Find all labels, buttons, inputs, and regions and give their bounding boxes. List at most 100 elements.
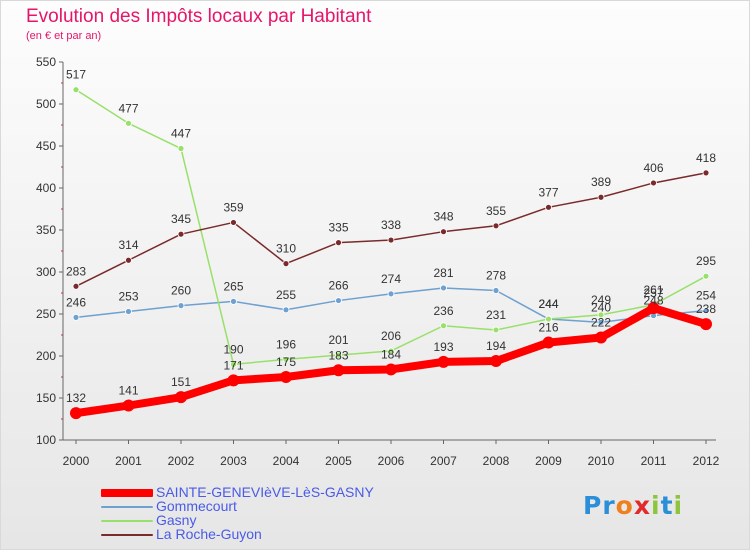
series-0-point-2 [175, 391, 187, 404]
chart-subtitle: (en € et par an) [26, 30, 102, 42]
legend-swatch-2 [101, 520, 153, 522]
series-3-point-9 [545, 203, 552, 211]
series-2-label-0: 517 [66, 68, 86, 82]
series-1-label-2: 260 [171, 284, 191, 298]
x-tick-label-12: 2012 [693, 454, 720, 468]
y-tick-label-0: 100 [36, 433, 56, 447]
chart-title: Evolution des Impôts locaux par Habitant [26, 6, 372, 27]
series-3-label-12: 418 [696, 151, 716, 165]
series-3-label-6: 338 [381, 218, 401, 232]
series-3-point-0 [72, 282, 80, 290]
series-2-point-7 [440, 322, 447, 330]
series-0-label-1: 141 [118, 384, 138, 398]
series-0-label-10: 222 [591, 316, 611, 330]
series-1-point-10 [597, 318, 605, 326]
series-0-label-5: 183 [328, 348, 348, 362]
series-3-point-4 [282, 260, 290, 268]
series-3-point-12 [702, 169, 710, 177]
series-1-point-1 [125, 308, 132, 315]
x-tick-label-3: 2003 [220, 454, 247, 468]
series-3-label-7: 348 [433, 210, 453, 224]
logo-letter-3: x [633, 491, 651, 520]
logo-letter-2: o [615, 491, 634, 520]
series-1-label-9: 244 [538, 297, 558, 311]
series-1-point-7 [440, 284, 447, 292]
y-tick-label-8: 500 [36, 97, 56, 111]
legend-swatch-3 [101, 534, 153, 536]
series-1-label-3: 265 [223, 279, 243, 293]
series-2-point-12 [702, 272, 710, 280]
series-1-label-8: 278 [486, 268, 506, 282]
series-3-point-8 [492, 222, 500, 230]
series-2-label-3: 190 [223, 342, 243, 356]
series-2-point-0 [72, 86, 80, 94]
series-2-label-6: 206 [381, 329, 401, 343]
series-2-label-2: 447 [171, 127, 191, 141]
series-1-point-3 [230, 297, 237, 305]
logo-letter-1: r [602, 491, 616, 520]
x-tick-label-9: 2009 [535, 454, 562, 468]
series-0-point-12 [700, 318, 712, 331]
proxiti-logo: Proxiti [583, 491, 683, 520]
series-2-point-10 [597, 311, 605, 319]
series-2-label-4: 196 [276, 337, 296, 351]
series-0-label-0: 132 [66, 391, 86, 405]
y-tick-label-3: 250 [36, 307, 56, 321]
series-3-label-2: 345 [171, 212, 191, 226]
series-2-point-8 [492, 326, 500, 334]
series-1-point-4 [282, 306, 290, 314]
y-tick-label-7: 450 [36, 139, 56, 153]
series-0-point-6 [385, 363, 397, 376]
series-1-point-0 [72, 313, 80, 321]
series-0-point-9 [542, 336, 555, 349]
x-tick-label-11: 2011 [641, 454, 667, 468]
series-2-point-2 [177, 145, 185, 152]
x-tick-label-2: 2002 [168, 454, 195, 468]
x-tick-label-1: 2001 [115, 454, 142, 468]
series-3-point-1 [125, 256, 132, 264]
series-1-point-2 [177, 302, 185, 310]
series-2-label-9: 244 [538, 297, 558, 311]
series-3-label-1: 314 [118, 238, 138, 252]
series-0-label-4: 175 [276, 355, 296, 369]
x-tick-label-4: 2004 [273, 454, 300, 468]
series-1-label-6: 274 [381, 272, 401, 286]
logo-letter-0: P [583, 491, 603, 520]
legend-label-2: Gasny [156, 512, 197, 528]
series-3-point-10 [597, 193, 605, 201]
series-0-label-8: 194 [486, 339, 506, 353]
series-2-point-4 [282, 355, 290, 363]
x-tick-label-8: 2008 [483, 454, 510, 468]
series-0-label-7: 193 [433, 340, 453, 354]
series-0-point-5 [332, 364, 345, 377]
series-2-label-10: 249 [591, 293, 611, 307]
series-3-label-8: 355 [486, 204, 506, 218]
series-1-label-12: 254 [696, 289, 716, 303]
series-3-point-11 [650, 179, 657, 187]
series-2-point-5 [335, 351, 342, 359]
logo-letter-6: i [673, 491, 684, 520]
series-0-point-0 [70, 407, 82, 420]
series-1-point-5 [335, 297, 342, 304]
legend-swatch-0 [101, 489, 153, 497]
series-0-point-7 [437, 355, 450, 368]
series-3-point-3 [230, 219, 237, 226]
series-3-label-11: 406 [643, 161, 663, 175]
series-3-point-6 [387, 236, 395, 244]
series-2-label-1: 477 [118, 101, 138, 115]
series-0-label-2: 151 [171, 375, 191, 389]
x-tick-label-5: 2005 [325, 454, 352, 468]
series-3-label-9: 377 [538, 185, 558, 199]
logo-letter-5: t [660, 491, 674, 520]
x-tick-label-0: 2000 [63, 454, 90, 468]
series-0-point-10 [595, 331, 607, 344]
x-tick-label-10: 2010 [588, 454, 615, 468]
series-1-point-12 [702, 307, 710, 315]
series-0-label-9: 216 [538, 321, 558, 335]
legend-label-0: SAINTE-GENEVIèVE-LèS-GASNY [156, 484, 374, 500]
y-tick-label-4: 300 [36, 265, 56, 279]
series-3-label-3: 359 [223, 200, 243, 214]
series-3-label-5: 335 [328, 221, 348, 235]
